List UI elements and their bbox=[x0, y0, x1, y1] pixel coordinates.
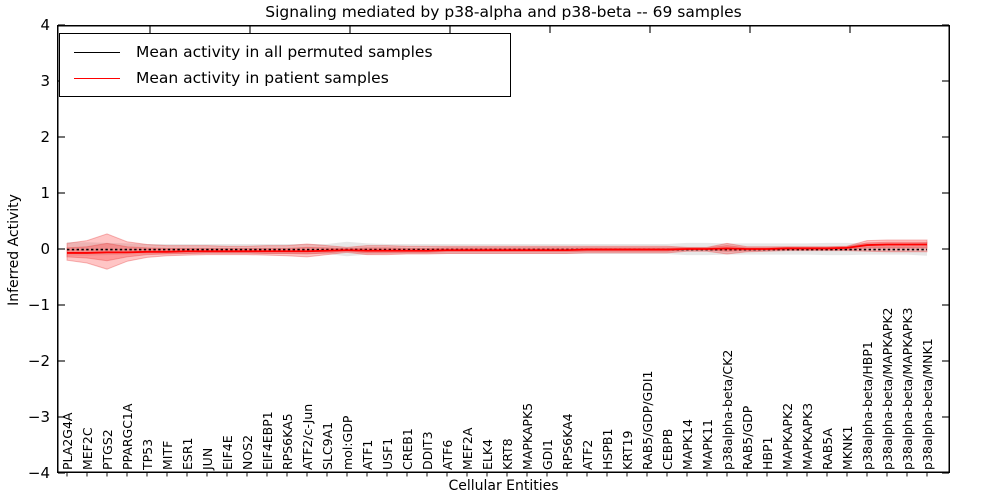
x-tick-label: USF1 bbox=[380, 437, 395, 470]
x-tick-label: TP53 bbox=[140, 438, 155, 470]
x-tick-label: p38alpha-beta/CK2 bbox=[720, 349, 735, 470]
x-tick-label: RPS6KA5 bbox=[280, 413, 295, 470]
x-tick-label: HSPB1 bbox=[600, 428, 615, 470]
x-tick-label: MAPK14 bbox=[680, 419, 695, 470]
y-tick-label: 2 bbox=[40, 128, 50, 146]
x-tick-label: RAB5/GDP bbox=[740, 405, 755, 470]
x-tick-label: HBP1 bbox=[760, 436, 775, 470]
x-axis-label: Cellular Entities bbox=[448, 478, 559, 494]
red-line-sample-icon bbox=[74, 77, 120, 79]
x-tick-label: MEF2A bbox=[460, 427, 475, 470]
legend-item-patient: Mean activity in patient samples bbox=[74, 66, 510, 91]
x-tick-label: CREB1 bbox=[400, 428, 415, 470]
black-line-sample-icon bbox=[74, 51, 120, 53]
x-tick-label: PTGS2 bbox=[100, 429, 115, 470]
x-tick-label: RPS6KA4 bbox=[560, 413, 575, 470]
x-tick-label: ATF6 bbox=[440, 439, 455, 470]
x-tick-label: ELK4 bbox=[480, 438, 495, 470]
y-tick-label: 4 bbox=[40, 16, 50, 34]
legend-item-permuted: Mean activity in all permuted samples bbox=[74, 40, 510, 65]
x-tick-label: p38alpha-beta/MAPKAPK2 bbox=[880, 307, 895, 471]
patient-mean-line bbox=[67, 243, 927, 254]
plot-border bbox=[57, 25, 950, 473]
plot-area bbox=[57, 24, 950, 477]
x-tick-label: RAB5/GDP/GDI1 bbox=[640, 370, 655, 470]
x-tick-label: KRT19 bbox=[620, 430, 635, 470]
x-tick-label: ATF2/c-Jun bbox=[300, 403, 315, 470]
x-tick-label: CEBPB bbox=[660, 428, 675, 470]
y-tick-label: −2 bbox=[27, 352, 50, 370]
y-tick-label: −3 bbox=[27, 408, 50, 426]
patient-samples-inner-spread-band bbox=[66, 241, 928, 262]
x-tick-label: MAPKAPK2 bbox=[780, 402, 795, 470]
y-tick-label: 3 bbox=[40, 72, 50, 90]
x-tick-label: ATF2 bbox=[580, 439, 595, 470]
x-tick-label: p38alpha-beta/HBP1 bbox=[860, 341, 875, 470]
x-tick-label: KRT8 bbox=[500, 438, 515, 470]
x-tick-label: NOS2 bbox=[240, 434, 255, 470]
y-axis-label: Inferred Activity bbox=[6, 194, 22, 306]
x-tick-label: JUN bbox=[200, 447, 215, 470]
x-tick-label: EIF4EBP1 bbox=[260, 411, 275, 470]
y-tick-label: 0 bbox=[40, 240, 50, 258]
x-tick-label: MKNK1 bbox=[840, 425, 855, 470]
x-tick-label: mol:GDP bbox=[340, 415, 355, 470]
x-tick-label: PPARGC1A bbox=[120, 403, 135, 470]
x-tick-label: SLC9A1 bbox=[320, 421, 335, 470]
x-tick-label: MAPKAPK3 bbox=[800, 402, 815, 470]
legend: Mean activity in all permuted samples Me… bbox=[59, 33, 511, 97]
x-tick-label: PLA2G4A bbox=[60, 412, 75, 470]
legend-label: Mean activity in all permuted samples bbox=[136, 43, 433, 61]
legend-label: Mean activity in patient samples bbox=[136, 69, 389, 87]
x-tick-label: ESR1 bbox=[180, 437, 195, 470]
x-tick-label: DDIT3 bbox=[420, 431, 435, 470]
y-tick-label: −1 bbox=[27, 296, 50, 314]
y-tick-label: −4 bbox=[27, 464, 50, 482]
x-tick-label: MAPK11 bbox=[700, 419, 715, 470]
patient-samples-outer-spread-band bbox=[66, 233, 928, 270]
x-tick-label: p38alpha-beta/MNK1 bbox=[920, 338, 935, 470]
x-tick-label: p38alpha-beta/MAPKAPK3 bbox=[900, 307, 915, 471]
x-tick-label: MEF2C bbox=[80, 427, 95, 470]
x-tick-label: ATF1 bbox=[360, 439, 375, 470]
x-tick-label: EIF4E bbox=[220, 435, 235, 470]
x-tick-label: MITF bbox=[160, 440, 175, 470]
y-tick-label: 1 bbox=[40, 184, 50, 202]
permuted-samples-spread-band bbox=[67, 241, 927, 257]
x-tick-label: RAB5A bbox=[820, 428, 835, 470]
x-tick-label: MAPKAPK5 bbox=[520, 402, 535, 470]
chart-title: Signaling mediated by p38-alpha and p38-… bbox=[265, 3, 742, 21]
x-tick-label: GDI1 bbox=[540, 439, 555, 470]
